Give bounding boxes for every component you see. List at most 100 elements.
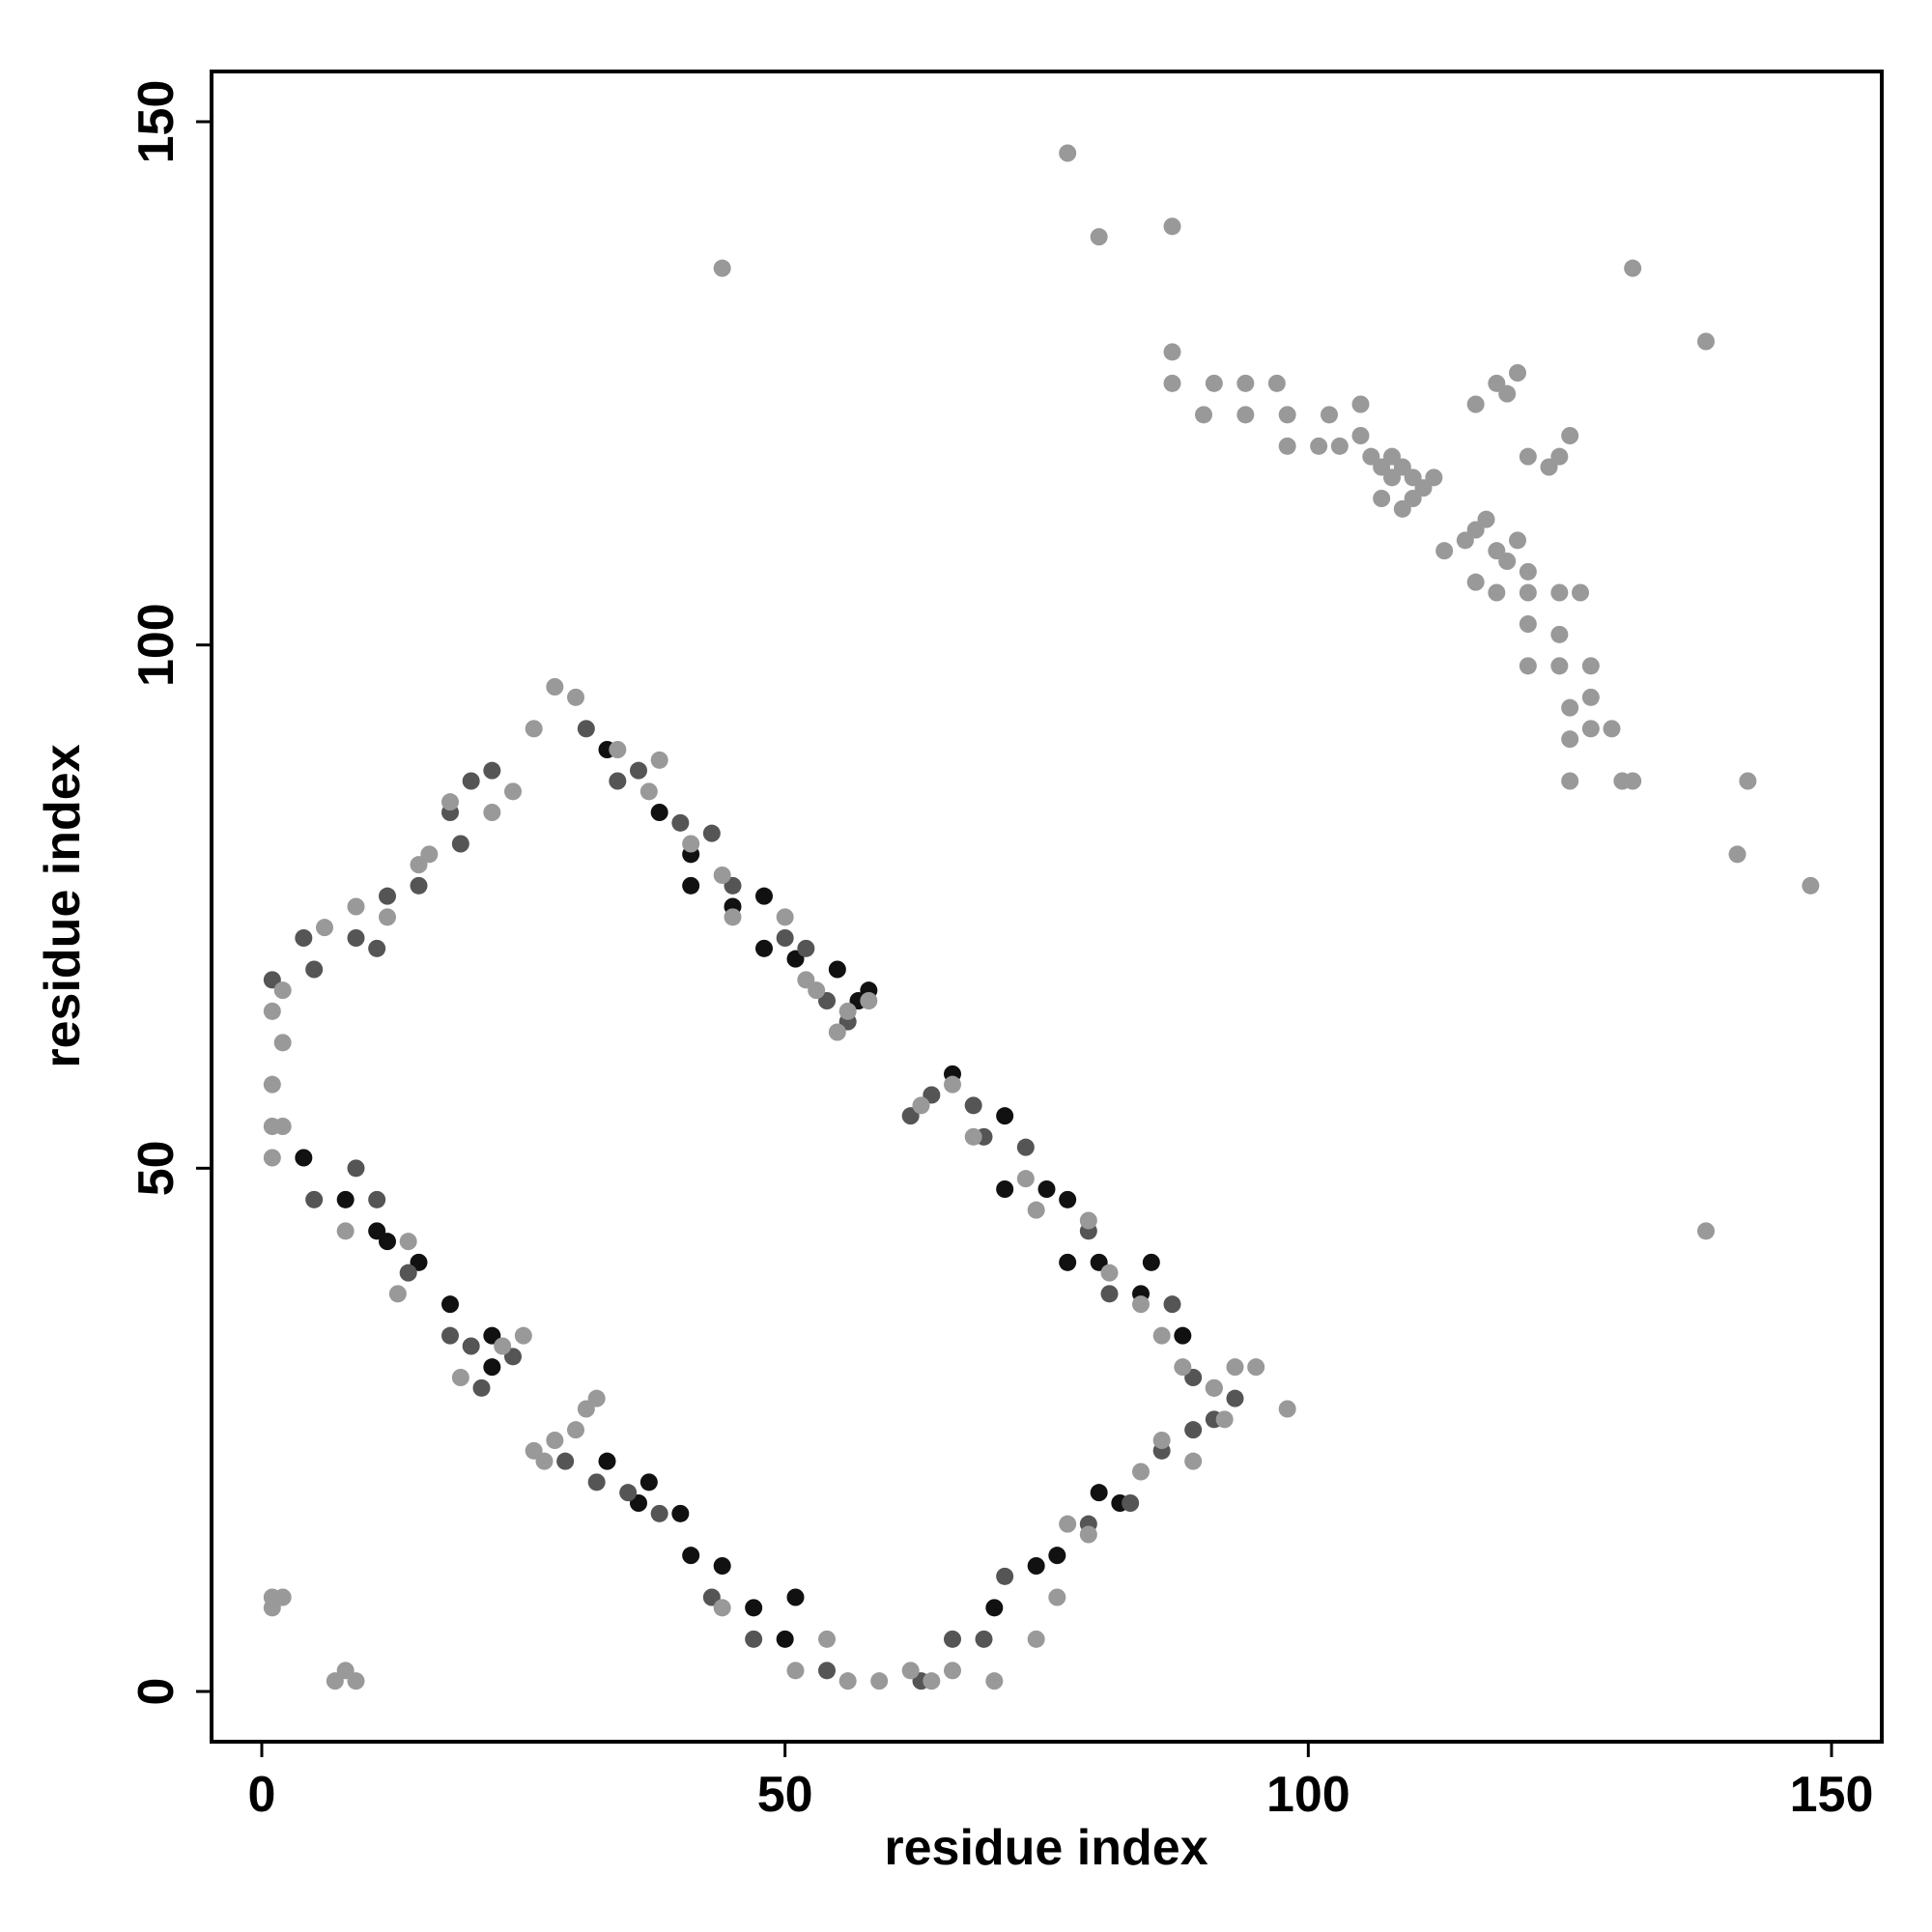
x-axis-label: residue index <box>884 1820 1208 1876</box>
point <box>347 929 365 947</box>
point <box>745 1599 763 1617</box>
point <box>472 1378 491 1397</box>
point <box>504 782 522 801</box>
point <box>1466 395 1485 413</box>
point <box>1079 1525 1097 1544</box>
point <box>1498 384 1517 403</box>
x-tick-label: 0 <box>248 1767 276 1823</box>
point <box>1697 332 1715 351</box>
point <box>964 1127 982 1146</box>
point <box>273 1588 292 1606</box>
point <box>724 908 742 926</box>
point <box>609 741 627 758</box>
point <box>273 1118 292 1135</box>
point <box>587 1389 606 1407</box>
point <box>483 1358 501 1377</box>
point <box>1425 469 1443 487</box>
point <box>483 761 501 780</box>
point <box>682 1547 700 1565</box>
point <box>1739 772 1757 790</box>
point <box>1267 374 1286 392</box>
point <box>1550 625 1569 643</box>
point <box>682 835 700 853</box>
point <box>441 793 459 811</box>
point <box>1236 406 1255 424</box>
point <box>682 876 700 895</box>
point <box>556 1452 575 1470</box>
point <box>1215 1410 1234 1429</box>
point <box>1205 1378 1223 1397</box>
point <box>1059 144 1077 162</box>
point <box>828 960 846 979</box>
point <box>1561 730 1579 749</box>
point <box>860 992 878 1009</box>
point <box>671 1504 690 1522</box>
point <box>1603 720 1621 738</box>
point <box>650 751 668 769</box>
y-axis-label: residue index <box>35 744 91 1067</box>
point <box>1132 1463 1150 1481</box>
point <box>347 1159 365 1178</box>
point <box>462 1337 480 1355</box>
point <box>1509 531 1526 550</box>
point <box>609 772 627 790</box>
point <box>838 1002 857 1020</box>
point <box>702 824 721 842</box>
point <box>1330 437 1349 455</box>
point <box>944 1075 961 1094</box>
point <box>1550 657 1569 675</box>
point <box>923 1672 941 1690</box>
point <box>399 1264 417 1282</box>
point <box>567 688 584 706</box>
point <box>1561 772 1579 790</box>
point <box>263 1002 281 1020</box>
point <box>1802 876 1820 895</box>
point <box>535 1452 554 1470</box>
point <box>347 1672 365 1690</box>
point <box>1090 1484 1108 1502</box>
point <box>336 1190 355 1208</box>
point <box>494 1337 512 1355</box>
point <box>546 678 564 696</box>
point <box>388 1285 407 1303</box>
point <box>1184 1421 1203 1439</box>
point <box>713 1599 731 1617</box>
point <box>263 1075 281 1094</box>
point <box>639 1473 658 1492</box>
point <box>441 1295 459 1314</box>
point <box>295 929 313 947</box>
point <box>828 1023 846 1041</box>
point <box>1351 395 1370 413</box>
point <box>912 1096 930 1115</box>
point <box>1519 447 1537 466</box>
point <box>985 1672 1004 1690</box>
point <box>379 908 396 926</box>
point <box>630 761 647 780</box>
point <box>776 929 794 947</box>
point <box>1163 217 1181 236</box>
plot-frame <box>210 70 1884 1744</box>
point <box>546 1432 564 1449</box>
point <box>1142 1253 1160 1271</box>
point <box>1059 1253 1077 1271</box>
point <box>1037 1180 1056 1198</box>
point <box>1184 1452 1203 1470</box>
point <box>1174 1326 1192 1345</box>
point <box>1226 1358 1244 1377</box>
point <box>1351 427 1370 444</box>
y-tick-label: 100 <box>128 603 185 687</box>
point <box>1016 1170 1035 1188</box>
point <box>776 1630 794 1648</box>
x-tick-label: 100 <box>1266 1767 1350 1823</box>
point <box>567 1421 584 1439</box>
point <box>1163 374 1181 392</box>
x-tick-label: 50 <box>757 1767 813 1823</box>
point <box>639 782 658 801</box>
point <box>870 1672 889 1690</box>
point <box>1466 573 1485 591</box>
point <box>420 845 439 864</box>
point <box>786 1662 805 1680</box>
point <box>462 772 480 790</box>
point <box>818 1662 836 1680</box>
